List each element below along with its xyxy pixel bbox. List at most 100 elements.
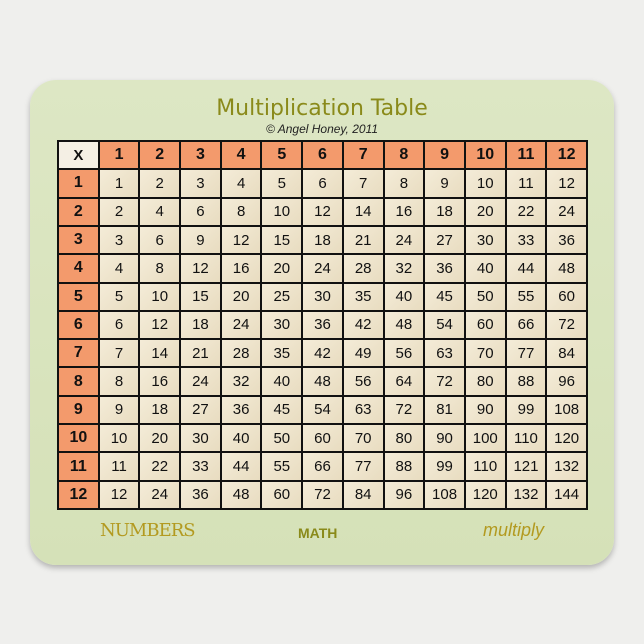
- table-cell: 20: [140, 425, 180, 452]
- table-cell: 120: [465, 481, 505, 508]
- table-cell: 60: [465, 311, 505, 339]
- table-cell: 6: [181, 198, 220, 225]
- table-cell: 84: [547, 340, 586, 367]
- table-cell: 35: [262, 340, 302, 367]
- table-cell: 70: [465, 340, 505, 367]
- table-cell: 48: [547, 255, 586, 282]
- table-cell: 40: [384, 283, 424, 310]
- row-header: 9: [59, 396, 98, 424]
- table-cell: 9: [425, 170, 464, 197]
- column-header: 3: [181, 142, 220, 169]
- table-cell: 55: [506, 283, 546, 310]
- column-header: 5: [262, 142, 302, 169]
- table-cell: 30: [465, 226, 505, 254]
- table-cell: 14: [140, 340, 180, 367]
- table-cell: 100: [465, 425, 505, 452]
- table-cell: 99: [506, 396, 546, 424]
- table-cell: 30: [303, 283, 342, 310]
- row-header: 1: [59, 170, 98, 197]
- table-cell: 84: [343, 481, 383, 508]
- row-header: 5: [59, 283, 98, 310]
- table-cell: 45: [262, 396, 302, 424]
- copyright: © Angel Honey, 2011: [265, 122, 379, 136]
- table-cell: 32: [221, 368, 261, 395]
- column-header: 12: [547, 142, 586, 169]
- table-cell: 18: [140, 396, 180, 424]
- row-header: 4: [59, 255, 98, 282]
- column-header: 2: [140, 142, 180, 169]
- table-cell: 33: [506, 226, 546, 254]
- mousepad: Multiplication Table © Angel Honey, 2011…: [30, 80, 614, 565]
- table-cell: 70: [343, 425, 383, 452]
- table-cell: 3: [181, 170, 220, 197]
- table-cell: 132: [547, 453, 586, 480]
- table-cell: 96: [384, 481, 424, 508]
- table-cell: 80: [384, 425, 424, 452]
- table-cell: 60: [303, 425, 342, 452]
- column-header: 7: [343, 142, 383, 169]
- table-cell: 110: [506, 425, 546, 452]
- table-cell: 12: [181, 255, 220, 282]
- table-cell: 4: [140, 198, 180, 225]
- table-cell: 48: [303, 368, 342, 395]
- table-cell: 20: [262, 255, 302, 282]
- table-cell: 72: [425, 368, 464, 395]
- table-cell: 48: [221, 481, 261, 508]
- table-cell: 11: [506, 170, 546, 197]
- table-cell: 16: [221, 255, 261, 282]
- table-cell: 25: [262, 283, 302, 310]
- table-cell: 108: [425, 481, 464, 508]
- table-cell: 24: [221, 311, 261, 339]
- table-cell: 3: [99, 226, 139, 254]
- table-cell: 20: [465, 198, 505, 225]
- footer-math: MATH: [298, 525, 338, 541]
- table-cell: 10: [465, 170, 505, 197]
- table-cell: 55: [262, 453, 302, 480]
- table-cell: 21: [181, 340, 220, 367]
- table-cell: 40: [262, 368, 302, 395]
- table-cell: 18: [303, 226, 342, 254]
- table-cell: 21: [343, 226, 383, 254]
- row-header: 2: [59, 198, 98, 225]
- table-cell: 28: [221, 340, 261, 367]
- column-header: 1: [99, 142, 139, 169]
- table-cell: 32: [384, 255, 424, 282]
- table-cell: 36: [221, 396, 261, 424]
- table-cell: 30: [181, 425, 220, 452]
- table-cell: 12: [99, 481, 139, 508]
- table-cell: 50: [465, 283, 505, 310]
- table-cell: 120: [547, 425, 586, 452]
- table-cell: 12: [547, 170, 586, 197]
- table-cell: 24: [547, 198, 586, 225]
- row-header: 12: [59, 481, 98, 508]
- table-cell: 36: [181, 481, 220, 508]
- table-cell: 5: [99, 283, 139, 310]
- table-cell: 36: [303, 311, 342, 339]
- table-cell: 27: [181, 396, 220, 424]
- page-title: Multiplication Table: [216, 96, 428, 121]
- table-cell: 24: [303, 255, 342, 282]
- footer-numbers: NUMBERS: [100, 520, 196, 541]
- table-cell: 12: [303, 198, 342, 225]
- table-cell: 1: [99, 170, 139, 197]
- row-header: 10: [59, 425, 98, 452]
- table-cell: 56: [384, 340, 424, 367]
- table-cell: 20: [221, 283, 261, 310]
- row-header: 8: [59, 368, 98, 395]
- table-cell: 30: [262, 311, 302, 339]
- table-cell: 4: [99, 255, 139, 282]
- table-cell: 42: [303, 340, 342, 367]
- table-cell: 50: [262, 425, 302, 452]
- table-cell: 49: [343, 340, 383, 367]
- table-cell: 121: [506, 453, 546, 480]
- table-cell: 7: [343, 170, 383, 197]
- table-cell: 108: [547, 396, 586, 424]
- table-cell: 77: [343, 453, 383, 480]
- table-cell: 10: [99, 425, 139, 452]
- table-cell: 28: [343, 255, 383, 282]
- table-cell: 72: [303, 481, 342, 508]
- table-cell: 24: [181, 368, 220, 395]
- table-cell: 60: [262, 481, 302, 508]
- table-cell: 8: [140, 255, 180, 282]
- table-cell: 64: [384, 368, 424, 395]
